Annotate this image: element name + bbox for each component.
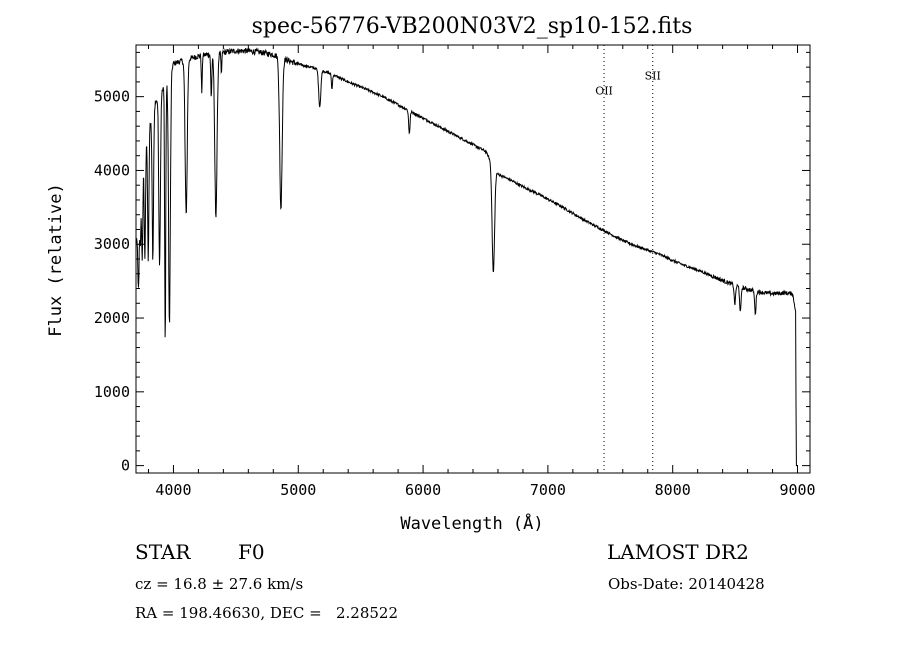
x-tick-label: 5000 (280, 481, 316, 499)
y-axis-label: Flux (relative) (46, 183, 66, 337)
axis-ticks: 4000 5000 6000 7000 8000 9000 0 1000 2000 3000 400… (94, 45, 816, 499)
y-tick-label: 2000 (94, 309, 130, 327)
y-tick-label: 1000 (94, 383, 130, 401)
marker-label: SII (645, 70, 661, 83)
object-class: STAR (135, 540, 191, 564)
survey-name: LAMOST DR2 (607, 540, 749, 564)
chart-title: spec-56776-VB200N03V2_sp10-152.fits (252, 14, 693, 39)
y-tick-label: 0 (121, 457, 130, 475)
x-tick-label: 4000 (155, 481, 191, 499)
x-axis-label: Wavelength (Å) (400, 512, 543, 534)
plot-frame (135, 44, 811, 474)
y-tick-label: 4000 (94, 161, 130, 179)
x-tick-label: 7000 (530, 481, 566, 499)
y-tick-label: 3000 (94, 235, 130, 253)
marker-label: OII (595, 84, 613, 97)
y-tick-label: 5000 (94, 88, 130, 106)
redshift-info: cz = 16.8 ± 27.6 km/s (135, 575, 304, 593)
x-tick-label: 6000 (405, 481, 441, 499)
coordinates: RA = 198.46630, DEC = 2.28522 (135, 604, 399, 622)
spectral-subclass: F0 (238, 540, 265, 564)
x-tick-label: 9000 (779, 481, 815, 499)
line-markers: OII SII (595, 45, 661, 473)
observation-date: Obs-Date: 20140428 (608, 575, 765, 593)
spectrum-line (136, 47, 798, 467)
x-tick-label: 8000 (655, 481, 691, 499)
